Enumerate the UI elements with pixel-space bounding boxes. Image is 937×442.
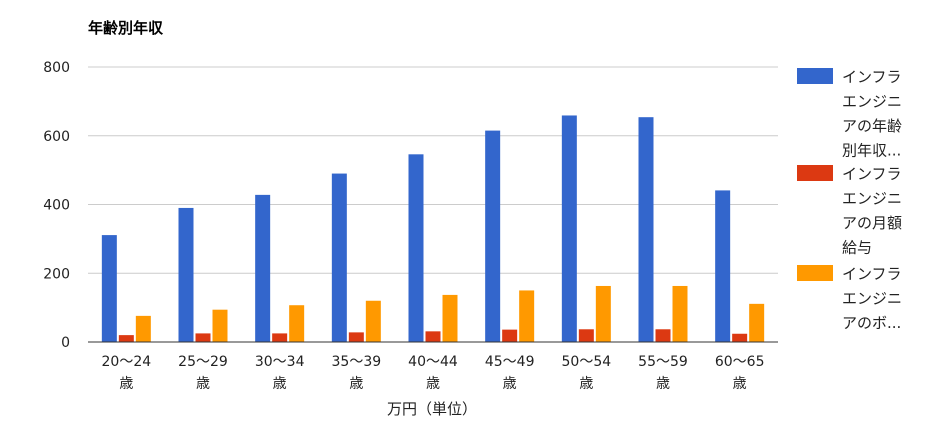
bar <box>502 329 518 342</box>
bar <box>255 194 271 342</box>
bars <box>101 115 765 342</box>
x-tick-label: 歳 <box>503 376 517 392</box>
legend-swatch <box>797 68 833 84</box>
bar <box>638 117 654 342</box>
y-tick-label: 0 <box>61 335 70 351</box>
legend-label: 別年収... <box>842 142 901 160</box>
bar <box>749 303 765 342</box>
bar <box>408 154 424 342</box>
bar <box>195 333 211 342</box>
bar <box>331 173 347 342</box>
gridlines <box>88 66 778 274</box>
x-tick-label: 20～24 <box>102 354 152 370</box>
bar <box>178 207 194 342</box>
x-tick-label: 45～49 <box>485 354 535 370</box>
chart-title: 年齢別年収 <box>88 19 164 37</box>
x-tick-label: 歳 <box>733 376 747 392</box>
legend-label: エンジニ <box>842 290 902 308</box>
legend-swatch <box>797 165 833 181</box>
x-tick-label: 歳 <box>273 376 287 392</box>
bar <box>732 333 748 342</box>
bar <box>519 290 535 342</box>
y-tick-label: 200 <box>43 266 70 282</box>
x-tick-label: 40～44 <box>408 354 458 370</box>
x-tick-label: 60～65 <box>715 354 765 370</box>
bar <box>272 333 288 342</box>
x-tick-label: 歳 <box>196 376 210 392</box>
bar <box>561 115 577 342</box>
bar <box>135 315 151 342</box>
y-tick-label: 600 <box>43 129 70 145</box>
x-tick-label: 35～39 <box>332 354 382 370</box>
bar <box>365 300 381 342</box>
x-tick-label: 55～59 <box>638 354 688 370</box>
x-tick-label: 50～54 <box>562 354 612 370</box>
x-tick-label: 歳 <box>349 376 363 392</box>
bar <box>485 130 501 342</box>
legend-label: アの月額 <box>842 214 902 232</box>
y-tick-label: 400 <box>43 198 70 214</box>
legend-label: インフラ <box>842 165 902 183</box>
x-axis-ticks: 20～24 歳 25～29 歳 30～34 歳 35～39 歳 40～44 歳 45～49 歳 50～5… <box>102 354 765 392</box>
x-tick-label: 歳 <box>426 376 440 392</box>
x-tick-label: 25～29 <box>178 354 228 370</box>
bar <box>289 305 305 342</box>
x-axis-label: 万円（単位） <box>387 400 477 418</box>
bar <box>672 285 688 342</box>
bar <box>715 190 731 342</box>
legend-label: アのボ... <box>842 314 901 332</box>
x-tick-label: 歳 <box>119 376 133 392</box>
legend-label: エンジニ <box>842 93 902 111</box>
bar <box>578 329 594 342</box>
legend: インフラエンジニアの年齢別年収...インフラエンジニアの月額給与インフラエンジニ… <box>797 68 902 332</box>
legend-label: アの年齢 <box>842 117 902 135</box>
y-axis-ticks: 0 200 400 600 800 <box>43 60 70 351</box>
bar <box>118 335 134 342</box>
legend-label: エンジニ <box>842 190 902 208</box>
bar <box>348 332 364 342</box>
bar <box>655 329 671 342</box>
x-tick-label: 歳 <box>656 376 670 392</box>
bar <box>425 331 441 342</box>
x-tick-label: 歳 <box>579 376 593 392</box>
legend-label: インフラ <box>842 265 902 283</box>
x-tick-label: 30～34 <box>255 354 305 370</box>
legend-swatch <box>797 265 833 281</box>
bar <box>442 294 458 342</box>
bar <box>595 285 611 342</box>
bar <box>101 235 117 342</box>
y-tick-label: 800 <box>43 60 70 76</box>
legend-label: インフラ <box>842 68 902 86</box>
legend-label: 給与 <box>842 239 872 257</box>
bar <box>212 309 228 342</box>
